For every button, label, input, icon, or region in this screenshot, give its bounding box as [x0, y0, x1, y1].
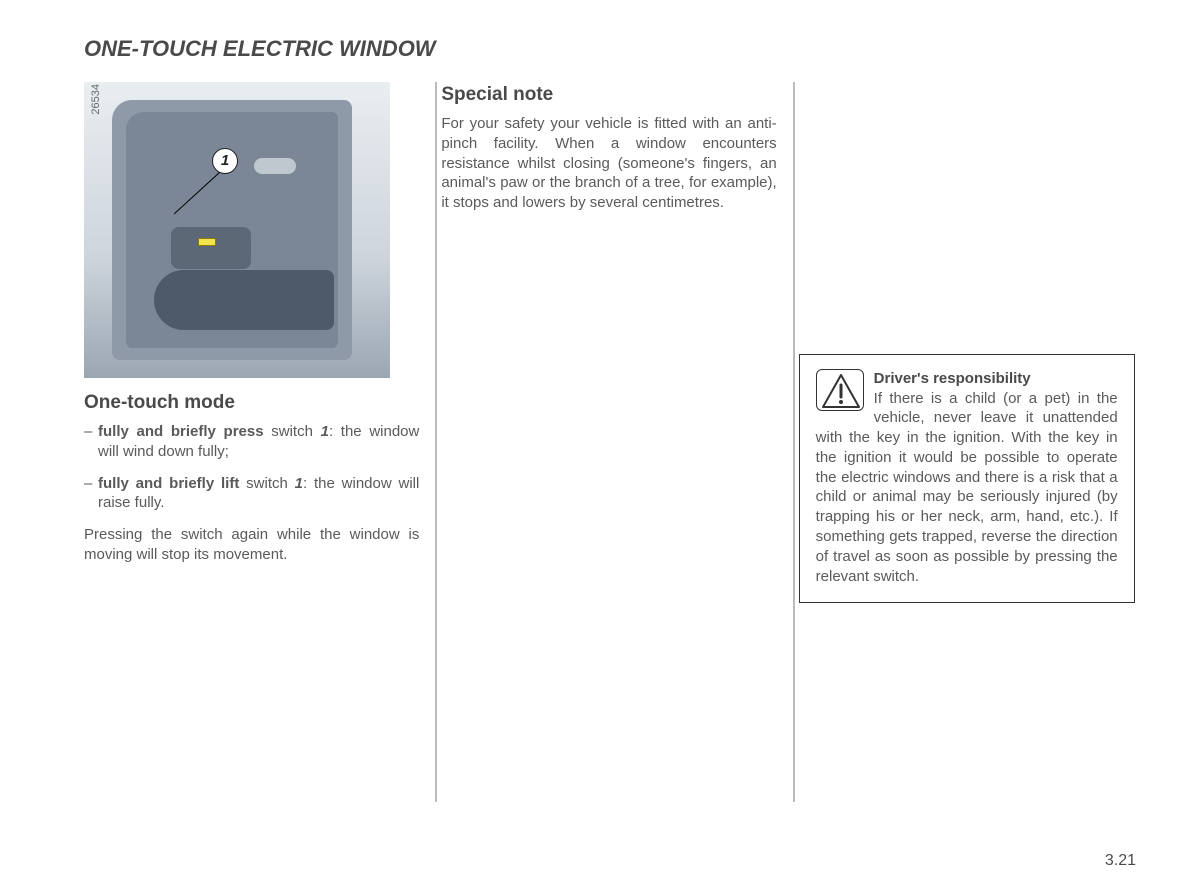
instruction-bold: fully and briefly press [98, 423, 264, 440]
column-divider [793, 82, 795, 802]
door-inner [126, 112, 338, 348]
content-columns: 26534 1 One-touch mode fully and briefly… [84, 82, 1134, 802]
window-switch-highlight [198, 238, 216, 246]
door-handle [254, 158, 296, 174]
armrest [171, 227, 251, 269]
one-touch-heading: One-touch mode [84, 392, 419, 414]
door-pocket [154, 270, 334, 330]
paragraph: For your safety your vehicle is fitted w… [441, 114, 776, 213]
door-illustration: 26534 1 [84, 82, 390, 378]
special-note-heading: Special note [441, 84, 776, 106]
warning-box: Driver's responsibility If there is a ch… [799, 354, 1135, 603]
switch-reference: 1 [321, 423, 329, 440]
image-code: 26534 [90, 84, 102, 115]
list-item: fully and briefly press switch 1: the wi… [98, 422, 419, 462]
page-title: ONE-TOUCH ELECTRIC WINDOW [84, 36, 436, 62]
callout-line [174, 172, 224, 217]
warning-body: If there is a child (or a pet) in the ve… [816, 389, 1118, 587]
paragraph: Pressing the switch again while the wind… [84, 525, 419, 565]
warning-triangle-icon [816, 369, 864, 411]
callout-number: 1 [212, 148, 238, 174]
instruction-bold: fully and briefly lift [98, 475, 239, 492]
instruction-text: switch [264, 423, 321, 440]
page-number: 3.21 [1105, 852, 1136, 870]
door-panel [112, 100, 352, 360]
instruction-list: fully and briefly press switch 1: the wi… [84, 422, 419, 513]
list-item: fully and briefly lift switch 1: the win… [98, 474, 419, 514]
switch-reference: 1 [295, 475, 303, 492]
column-divider [435, 82, 437, 802]
instruction-text: switch [239, 475, 294, 492]
